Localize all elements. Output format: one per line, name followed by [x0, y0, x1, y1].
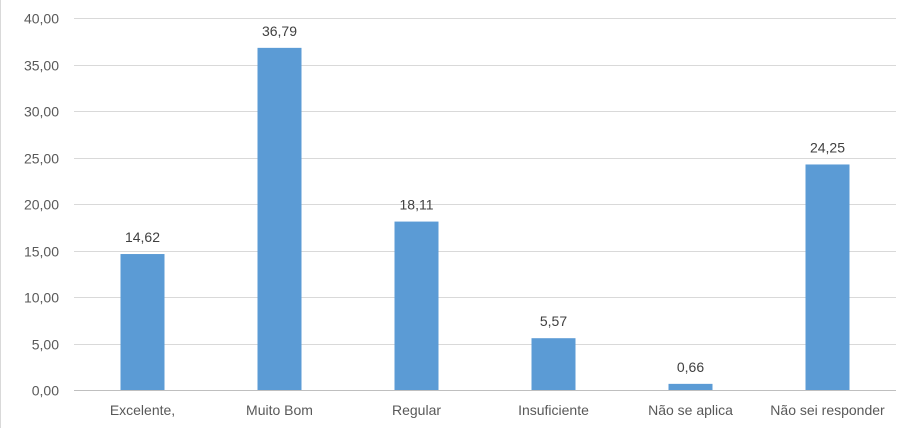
x-tick-label: Excelente,	[110, 402, 175, 418]
y-tick-label: 15,00	[24, 244, 59, 260]
bar	[257, 47, 302, 391]
x-tick-label: Não se aplica	[648, 402, 733, 418]
data-label: 36,79	[262, 23, 297, 39]
data-label: 14,62	[125, 229, 160, 245]
data-label: 24,25	[810, 139, 845, 155]
x-tick-label: Regular	[392, 402, 441, 418]
data-label: 5,57	[540, 313, 567, 329]
y-tick-label: 35,00	[24, 58, 59, 74]
bar	[668, 383, 713, 390]
y-tick-label: 40,00	[24, 11, 59, 27]
data-label: 0,66	[677, 359, 704, 375]
bar	[394, 221, 439, 390]
x-tick-label: Insuficiente	[518, 402, 589, 418]
data-label: 18,11	[400, 197, 434, 213]
y-tick-label: 10,00	[24, 290, 59, 306]
y-tick-label: 20,00	[24, 197, 59, 213]
bar	[120, 254, 165, 390]
x-tick-label: Muito Bom	[246, 402, 313, 418]
y-tick-label: 0,00	[32, 383, 59, 399]
x-tick-label: Não sei responder	[770, 402, 885, 418]
y-tick-label: 25,00	[24, 151, 59, 167]
y-tick-label: 5,00	[32, 337, 59, 353]
bar	[531, 338, 576, 390]
y-tick-label: 30,00	[24, 104, 59, 120]
bar	[805, 164, 850, 390]
